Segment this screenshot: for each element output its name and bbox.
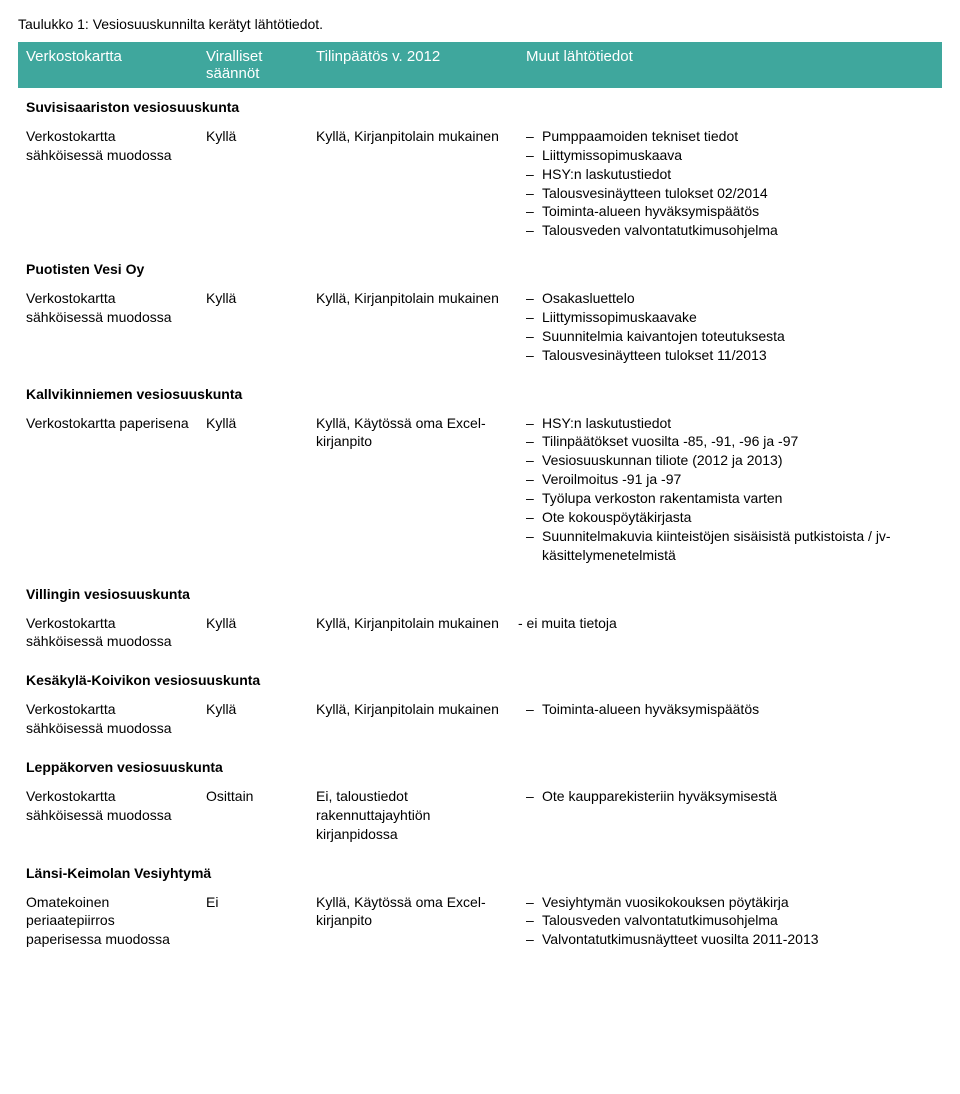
cell-c3: Kyllä, Kirjanpitolain mukainen [308,694,518,748]
cell-c1: Verkostokartta sähköisessä muodossa [18,608,198,662]
cell-c3: Kyllä, Kirjanpitolain mukainen [308,283,518,375]
data-table: Verkostokartta Viralliset säännöt Tilinp… [18,42,942,959]
list-item: Talousvesinäytteen tulokset 02/2014 [526,184,934,203]
cell-c3: Kyllä, Kirjanpitolain mukainen [308,608,518,662]
list-item: Vesiyhtymän vuosikokouksen pöytäkirja [526,893,934,912]
table-row: Verkostokartta sähköisessä muodossaKyllä… [18,694,942,748]
cell-c3: Kyllä, Käytössä oma Excel-kirjanpito [308,408,518,575]
bullet-list: HSY:n laskutustiedotTilinpäätökset vuosi… [526,414,934,565]
cell-c2: Kyllä [198,408,308,575]
cell-c1: Omatekoinen periaatepiirros paperisessa … [18,887,198,960]
col-header-4: Muut lähtötiedot [518,42,942,88]
col-header-2: Viralliset säännöt [198,42,308,88]
cell-c3: Kyllä, Käytössä oma Excel-kirjanpito [308,887,518,960]
section-title: Kesäkylä-Koivikon vesiosuuskunta [18,661,942,694]
bullet-list: Ote kaupparekisteriin hyväksymisestä [526,787,934,806]
cell-c4: Ote kaupparekisteriin hyväksymisestä [518,781,942,854]
cell-c2: Osittain [198,781,308,854]
section-title: Puotisten Vesi Oy [18,250,942,283]
section-title: Villingin vesiosuuskunta [18,575,942,608]
cell-c4: OsakasluetteloLiittymissopimuskaavakeSuu… [518,283,942,375]
section-row: Länsi-Keimolan Vesiyhtymä [18,854,942,887]
bullet-list: Vesiyhtymän vuosikokouksen pöytäkirjaTal… [526,893,934,950]
section-row: Suvisisaariston vesiosuuskunta [18,88,942,121]
cell-c2: Kyllä [198,121,308,250]
list-item: Liittymissopimuskaavake [526,308,934,327]
cell-c1: Verkostokartta sähköisessä muodossa [18,694,198,748]
cell-c4: HSY:n laskutustiedotTilinpäätökset vuosi… [518,408,942,575]
section-row: Leppäkorven vesiosuuskunta [18,748,942,781]
list-item: Toiminta-alueen hyväksymispäätös [526,700,934,719]
list-item: Toiminta-alueen hyväksymispäätös [526,202,934,221]
cell-c4: - ei muita tietoja [518,608,942,662]
bullet-list: OsakasluetteloLiittymissopimuskaavakeSuu… [526,289,934,365]
cell-c1: Verkostokartta paperisena [18,408,198,575]
list-item: Vesiosuuskunnan tiliote (2012 ja 2013) [526,451,934,470]
list-item: Valvontatutkimusnäytteet vuosilta 2011-2… [526,930,934,949]
list-item: Suunnitelmakuvia kiinteistöjen sisäisist… [526,527,934,565]
cell-c2: Kyllä [198,283,308,375]
table-header-row: Verkostokartta Viralliset säännöt Tilinp… [18,42,942,88]
bullet-list: Toiminta-alueen hyväksymispäätös [526,700,934,719]
cell-c4: Vesiyhtymän vuosikokouksen pöytäkirjaTal… [518,887,942,960]
cell-c3: Ei, taloustiedot rakennuttajayhtiön kirj… [308,781,518,854]
list-item: Talousveden valvontatutkimusohjelma [526,221,934,240]
table-body: Suvisisaariston vesiosuuskuntaVerkostoka… [18,88,942,959]
list-item: Ote kokouspöytäkirjasta [526,508,934,527]
list-item: Pumppaamoiden tekniset tiedot [526,127,934,146]
cell-c1: Verkostokartta sähköisessä muodossa [18,283,198,375]
table-row: Verkostokartta sähköisessä muodossaKyllä… [18,608,942,662]
section-title: Kallvikinniemen vesiosuuskunta [18,375,942,408]
col-header-1: Verkostokartta [18,42,198,88]
col-header-3: Tilinpäätös v. 2012 [308,42,518,88]
table-row: Omatekoinen periaatepiirros paperisessa … [18,887,942,960]
section-row: Kesäkylä-Koivikon vesiosuuskunta [18,661,942,694]
cell-c1: Verkostokartta sähköisessä muodossa [18,121,198,250]
cell-c4: Toiminta-alueen hyväksymispäätös [518,694,942,748]
table-row: Verkostokartta sähköisessä muodossaOsitt… [18,781,942,854]
cell-c3: Kyllä, Kirjanpitolain mukainen [308,121,518,250]
cell-c1: Verkostokartta sähköisessä muodossa [18,781,198,854]
cell-c2: Kyllä [198,694,308,748]
table-row: Verkostokartta paperisenaKylläKyllä, Käy… [18,408,942,575]
section-title: Suvisisaariston vesiosuuskunta [18,88,942,121]
list-item: HSY:n laskutustiedot [526,414,934,433]
list-item: Liittymissopimuskaava [526,146,934,165]
list-item: Ote kaupparekisteriin hyväksymisestä [526,787,934,806]
list-item: Veroilmoitus -91 ja -97 [526,470,934,489]
section-row: Kallvikinniemen vesiosuuskunta [18,375,942,408]
list-item: Talousveden valvontatutkimusohjelma [526,911,934,930]
bullet-list: Pumppaamoiden tekniset tiedotLiittymisso… [526,127,934,240]
table-row: Verkostokartta sähköisessä muodossaKyllä… [18,121,942,250]
cell-c2: Kyllä [198,608,308,662]
list-item: Talousvesinäytteen tulokset 11/2013 [526,346,934,365]
list-item: Työlupa verkoston rakentamista varten [526,489,934,508]
cell-c2: Ei [198,887,308,960]
list-item: Suunnitelmia kaivantojen toteutuksesta [526,327,934,346]
cell-c4: Pumppaamoiden tekniset tiedotLiittymisso… [518,121,942,250]
section-title: Leppäkorven vesiosuuskunta [18,748,942,781]
section-row: Puotisten Vesi Oy [18,250,942,283]
list-item: HSY:n laskutustiedot [526,165,934,184]
section-title: Länsi-Keimolan Vesiyhtymä [18,854,942,887]
table-row: Verkostokartta sähköisessä muodossaKyllä… [18,283,942,375]
section-row: Villingin vesiosuuskunta [18,575,942,608]
list-item: Tilinpäätökset vuosilta -85, -91, -96 ja… [526,432,934,451]
table-caption: Taulukko 1: Vesiosuuskunnilta kerätyt lä… [18,16,942,32]
list-item: Osakasluettelo [526,289,934,308]
